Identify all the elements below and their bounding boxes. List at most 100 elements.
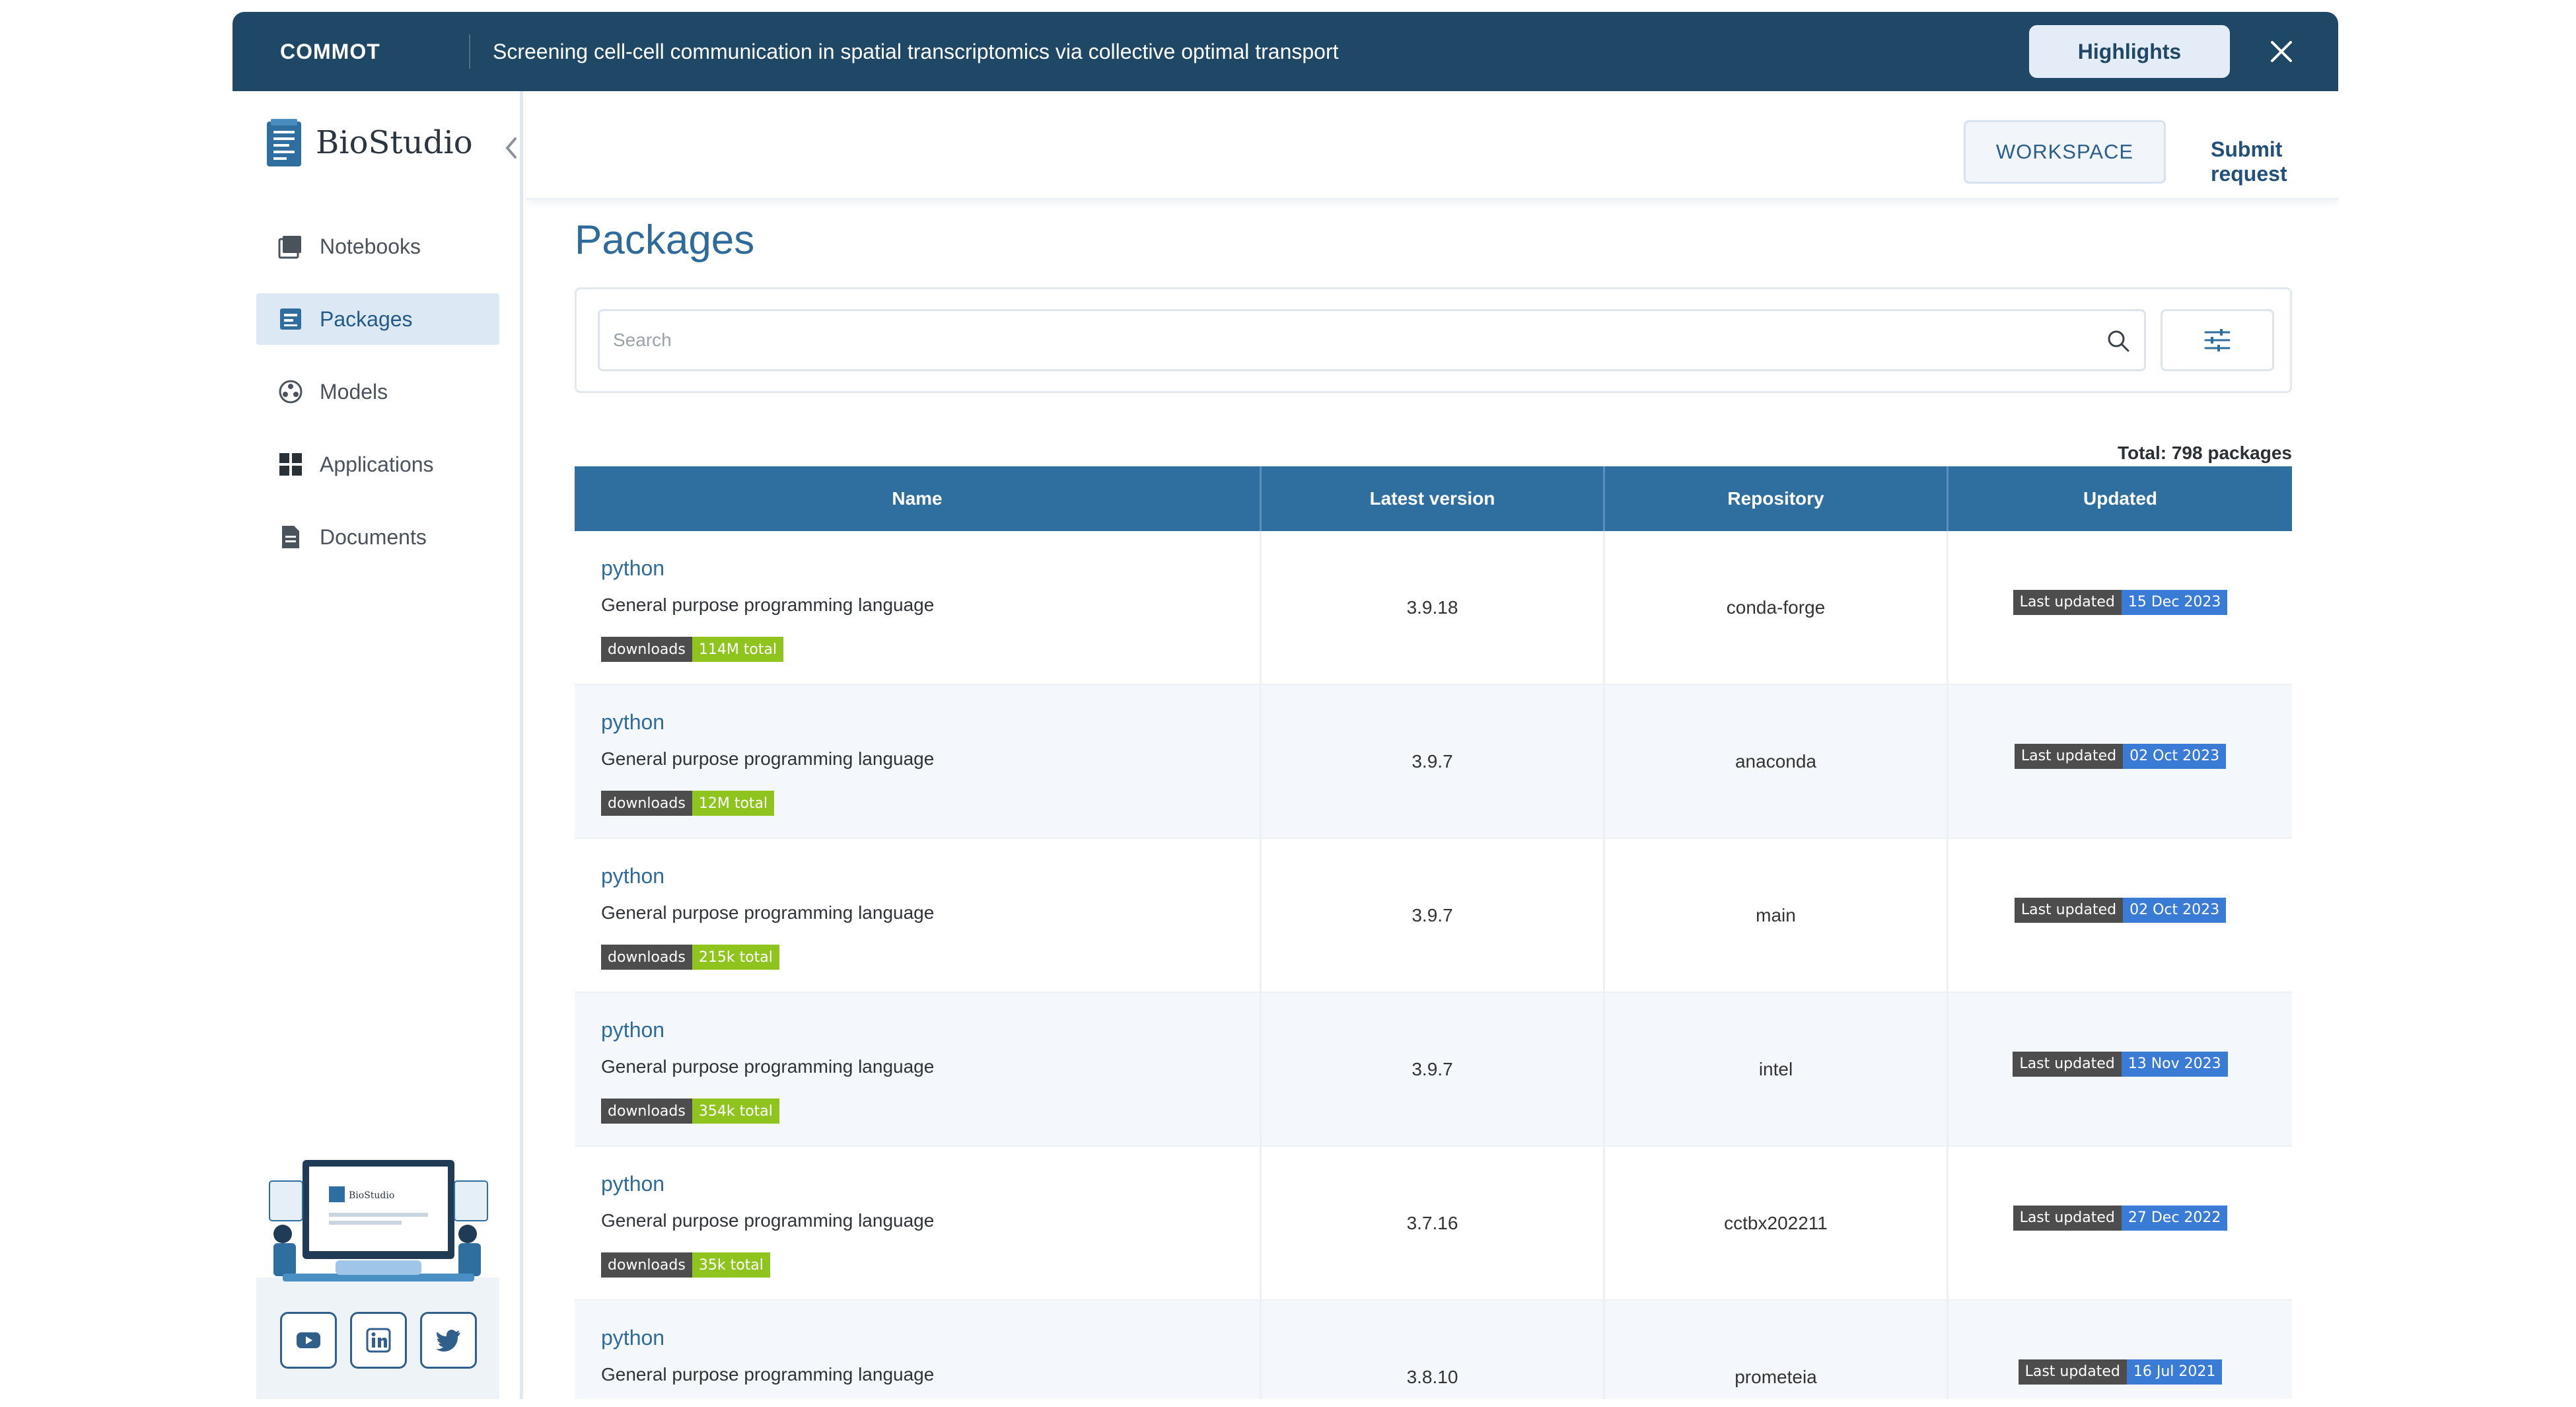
brand-name: BioStudio (316, 124, 473, 161)
column-header-name[interactable]: Name (575, 466, 1262, 531)
brand[interactable]: BioStudio (266, 118, 473, 168)
youtube-icon (297, 1332, 320, 1348)
updated-badge-label: Last updated (2014, 897, 2124, 923)
downloads-badge: downloads 114M total (601, 637, 784, 662)
sidebar-item-label: Packages (320, 307, 413, 331)
updated-badge-label: Last updated (2013, 589, 2122, 615)
package-name-link[interactable]: python (601, 1326, 665, 1350)
updated-cell: Last updated 13 Nov 2023 (1949, 993, 2292, 1145)
banner-message: Screening cell-cell communication in spa… (493, 39, 1339, 63)
table-row[interactable]: python General purpose programming langu… (575, 1301, 2292, 1399)
package-name-link[interactable]: python (601, 556, 665, 580)
sidebar-item-label: Notebooks (320, 234, 421, 258)
table-row[interactable]: python General purpose programming langu… (575, 839, 2292, 993)
sidebar-item-applications[interactable]: Applications (256, 439, 499, 490)
updated-badge-label: Last updated (2018, 1359, 2127, 1385)
version-cell: 3.7.16 (1262, 1147, 1605, 1299)
banner-divider (469, 34, 470, 69)
updated-badge-label: Last updated (2013, 1205, 2122, 1231)
updated-badge: Last updated 15 Dec 2023 (2013, 589, 2228, 615)
workspace-button[interactable]: WORKSPACE (1964, 120, 2166, 184)
version-cell: 3.9.7 (1262, 685, 1605, 838)
sidebar-item-label: Applications (320, 452, 434, 476)
table-row[interactable]: python General purpose programming langu… (575, 531, 2292, 685)
updated-badge: Last updated 27 Dec 2022 (2013, 1205, 2228, 1231)
table-row[interactable]: python General purpose programming langu… (575, 993, 2292, 1147)
name-cell: python General purpose programming langu… (575, 993, 1262, 1145)
search-panel (575, 287, 2292, 393)
downloads-badge: downloads 12M total (601, 791, 775, 816)
downloads-badge-label: downloads (601, 637, 692, 662)
search-icon[interactable] (2106, 328, 2131, 353)
total-count: Total: 798 packages (2117, 443, 2292, 463)
name-cell: python General purpose programming langu… (575, 1301, 1262, 1399)
updated-cell: Last updated 27 Dec 2022 (1949, 1147, 2292, 1299)
downloads-badge: downloads 215k total (601, 945, 779, 970)
repository-cell: anaconda (1605, 685, 1949, 838)
repository-cell: prometeia (1605, 1301, 1949, 1399)
downloads-badge: downloads 354k total (601, 1099, 779, 1124)
downloads-badge-label: downloads (601, 945, 692, 970)
search-input[interactable] (613, 311, 2093, 369)
updated-badge: Last updated 13 Nov 2023 (2013, 1051, 2228, 1077)
package-description: General purpose programming language (601, 1056, 935, 1077)
youtube-button[interactable] (280, 1312, 337, 1369)
updated-badge: Last updated 02 Oct 2023 (2014, 743, 2227, 769)
updated-cell: Last updated 02 Oct 2023 (1949, 685, 2292, 838)
version-cell: 3.8.10 (1262, 1301, 1605, 1399)
package-name-link[interactable]: python (601, 864, 665, 888)
sidebar-item-notebooks[interactable]: Notebooks (256, 221, 499, 272)
package-description: General purpose programming language (601, 902, 935, 923)
version-cell: 3.9.7 (1262, 839, 1605, 992)
linkedin-icon (366, 1328, 391, 1353)
updated-badge-date: 15 Dec 2023 (2121, 589, 2228, 615)
updated-badge-date: 27 Dec 2022 (2121, 1205, 2228, 1231)
models-icon (277, 379, 304, 405)
updated-badge: Last updated 16 Jul 2021 (2018, 1359, 2223, 1385)
sidebar-item-label: Documents (320, 524, 427, 549)
filter-button[interactable] (2161, 309, 2274, 371)
downloads-badge-label: downloads (601, 1252, 692, 1278)
close-icon[interactable] (2256, 26, 2307, 77)
table-header: Name Latest version Repository Updated (575, 466, 2292, 531)
updated-cell: Last updated 15 Dec 2023 (1949, 531, 2292, 684)
twitter-button[interactable] (420, 1312, 477, 1369)
announcement-banner: COMMOT Screening cell-cell communication… (233, 12, 2338, 91)
sliders-icon (2204, 329, 2231, 351)
downloads-badge-value: 114M total (692, 637, 784, 662)
sidebar-nav: Notebooks Packages Models Applications (256, 221, 499, 584)
sidebar-item-documents[interactable]: Documents (256, 511, 499, 563)
updated-badge-label: Last updated (2013, 1051, 2122, 1077)
sidebar-item-label: Models (320, 379, 388, 404)
updated-badge-date: 02 Oct 2023 (2123, 897, 2227, 923)
table-row[interactable]: python General purpose programming langu… (575, 685, 2292, 839)
table-row[interactable]: python General purpose programming langu… (575, 1147, 2292, 1301)
package-name-link[interactable]: python (601, 1018, 665, 1042)
sidebar-item-packages[interactable]: Packages (256, 293, 499, 345)
chevron-left-icon[interactable] (503, 136, 519, 160)
promo-logo-text: BioStudio (349, 1190, 394, 1201)
package-description: General purpose programming language (601, 595, 935, 615)
updated-badge-label: Last updated (2014, 743, 2124, 769)
package-description: General purpose programming language (601, 1364, 935, 1385)
downloads-badge-value: 354k total (692, 1099, 779, 1124)
sidebar-item-models[interactable]: Models (256, 366, 499, 417)
package-name-link[interactable]: python (601, 1172, 665, 1196)
submit-request-link[interactable]: Submit request (2211, 137, 2287, 186)
search-box (598, 309, 2146, 371)
highlights-button[interactable]: Highlights (2029, 25, 2230, 78)
biostudio-logo-icon (267, 119, 301, 166)
packages-table: Name Latest version Repository Updated p… (575, 466, 2292, 1399)
applications-grid-icon (277, 451, 304, 478)
package-name-link[interactable]: python (601, 710, 665, 734)
column-header-updated[interactable]: Updated (2083, 488, 2157, 509)
downloads-badge: downloads 35k total (601, 1252, 770, 1278)
package-description: General purpose programming language (601, 748, 935, 769)
twitter-icon (436, 1330, 460, 1352)
name-cell: python General purpose programming langu… (575, 685, 1262, 838)
name-cell: python General purpose programming langu… (575, 531, 1262, 684)
banner-tag: COMMOT (280, 39, 380, 63)
column-header-repository[interactable]: Repository (1605, 466, 1949, 531)
column-header-version[interactable]: Latest version (1262, 466, 1605, 531)
linkedin-button[interactable] (350, 1312, 407, 1369)
